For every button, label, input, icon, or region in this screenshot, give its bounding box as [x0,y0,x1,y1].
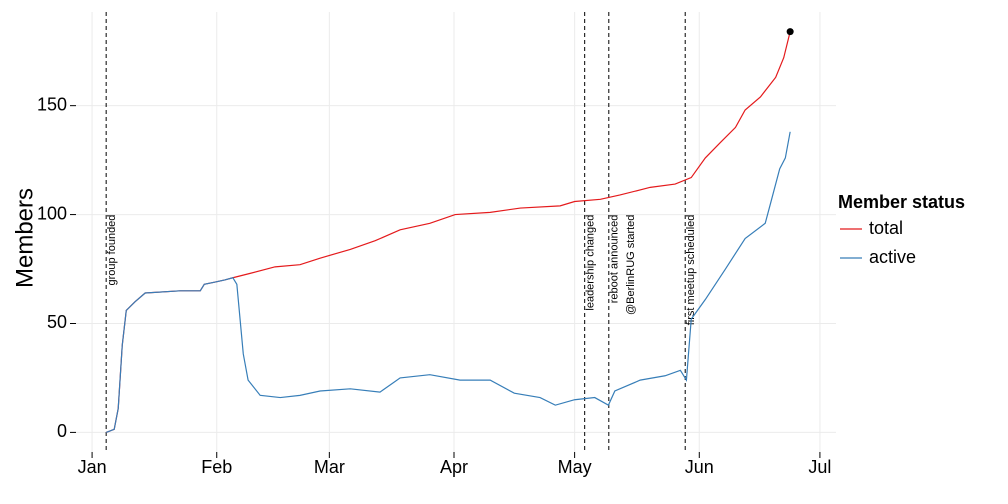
annotation: group founded [106,215,118,286]
x-tick-label: Feb [201,457,232,477]
legend-label: active [869,247,916,267]
annotation: reboot announced [609,215,621,304]
x-tick-label: Jul [808,457,831,477]
endpoint [786,28,794,36]
x-tick-label: May [558,457,592,477]
legend-label: total [869,218,903,238]
x-tick-label: Jun [685,457,714,477]
x-tick-label: Mar [314,457,345,477]
legend-title: Member status [838,192,965,212]
y-tick-label: 150 [37,94,67,114]
x-tick-label: Apr [440,457,468,477]
x-tick-label: Jan [78,457,107,477]
annotation: first meetup scheduled [685,215,697,326]
y-tick-label: 50 [47,312,67,332]
annotation: @BerlinRUG started [625,215,637,315]
line [105,131,791,433]
y-tick-label: 0 [57,421,67,441]
annotation: leadership changed [585,215,597,311]
y-axis-label: Members [11,188,38,288]
y-tick-label: 100 [37,203,67,223]
